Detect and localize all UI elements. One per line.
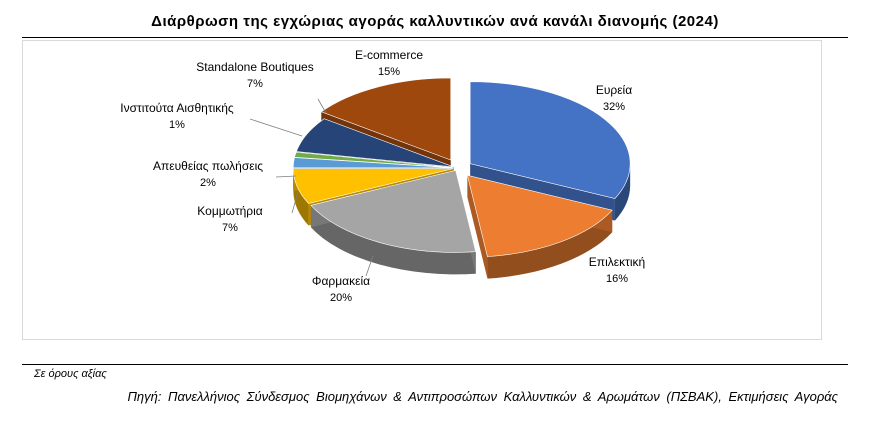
slice-0 xyxy=(469,81,631,199)
slice-value-3: 7% xyxy=(222,222,238,234)
pie-top-layer xyxy=(292,77,631,257)
slice-label-6: Standalone Boutiques xyxy=(196,60,313,74)
slice-side-3 xyxy=(293,168,309,226)
leader-line-5 xyxy=(249,118,303,137)
leader-line-2 xyxy=(365,255,374,277)
slice-wall-1-1 xyxy=(467,175,488,279)
slice-label-3: Κομμωτήρια xyxy=(197,204,262,218)
slice-label-4: Απευθείας πωλήσεις xyxy=(153,159,263,173)
chart-frame xyxy=(22,40,822,340)
slice-side-0 xyxy=(614,163,631,221)
top-divider xyxy=(22,37,848,38)
slice-labels: Ευρεία 32% Επιλεκτική 16% Φαρμακεία 20% Κομμωτ… xyxy=(120,48,645,304)
leader-lines xyxy=(249,98,374,277)
leader-line-3 xyxy=(291,191,299,214)
slice-value-0: 32% xyxy=(603,101,625,113)
slice-7 xyxy=(320,77,452,161)
slice-value-2: 20% xyxy=(330,292,352,304)
slice-side-1 xyxy=(487,210,613,279)
chart-title: Διάρθρωση της εγχώριας αγοράς καλλυντικώ… xyxy=(151,13,719,30)
slice-label-0: Ευρεία xyxy=(596,83,632,97)
slice-label-5: Ινστιτούτα Αισθητικής xyxy=(120,101,234,115)
slice-label-2: Φαρμακεία xyxy=(312,274,370,288)
source-note: Πηγή: Πανελλήνιος Σύνδεσμος Βιομηχάνων &… xyxy=(127,389,838,404)
slice-value-1: 16% xyxy=(606,273,628,285)
slice-value-4: 2% xyxy=(200,177,216,189)
slice-6 xyxy=(296,118,454,168)
leader-line-6 xyxy=(317,98,327,114)
bottom-divider xyxy=(22,364,848,365)
slice-value-7: 15% xyxy=(378,66,400,78)
slice-3 xyxy=(293,168,454,204)
leader-line-4 xyxy=(275,175,297,178)
slice-1 xyxy=(466,174,613,257)
slice-label-1: Επιλεκτική xyxy=(589,255,645,269)
footnote: Σε όρους αξίας xyxy=(34,368,107,380)
slice-2 xyxy=(310,170,477,253)
slice-5 xyxy=(294,151,454,168)
slice-label-7: E-commerce xyxy=(355,48,423,62)
slice-value-6: 7% xyxy=(247,78,263,90)
slice-side-2 xyxy=(310,205,476,275)
slice-value-5: 1% xyxy=(169,119,185,131)
